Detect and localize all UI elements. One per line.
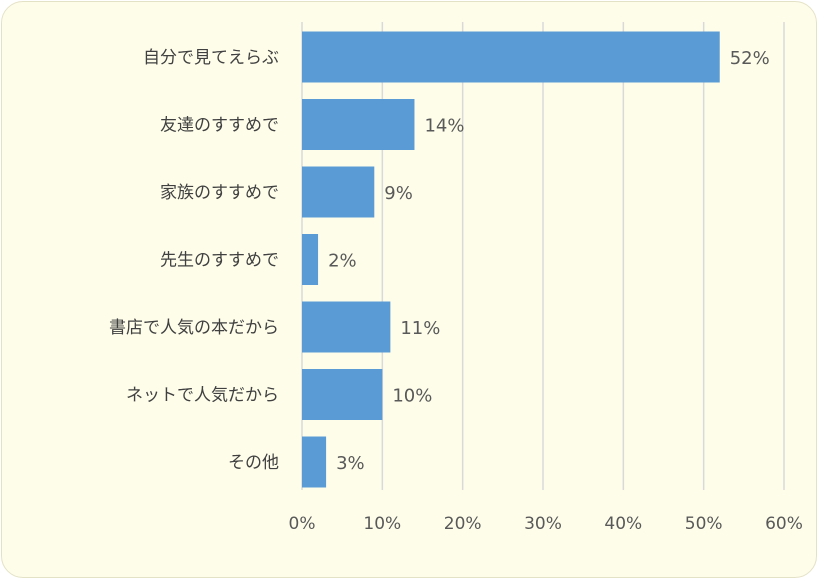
data-label: 52% [730, 48, 770, 69]
category-label: 家族のすすめで [160, 183, 279, 203]
x-tick-label: 40% [604, 514, 642, 534]
data-label: 11% [400, 318, 440, 339]
category-label: その他 [228, 453, 279, 473]
bar [302, 436, 327, 488]
x-tick-label: 30% [524, 514, 562, 534]
bar [302, 234, 319, 285]
data-label: 14% [424, 116, 464, 137]
category-label: 先生のすすめで [160, 251, 279, 271]
category-label: 自分で見てえらぶ [143, 48, 279, 68]
data-label: 2% [328, 251, 357, 272]
bar [302, 166, 375, 218]
bar [302, 301, 391, 353]
x-tick-label: 0% [289, 514, 316, 534]
bar [302, 99, 415, 150]
category-label: 書店で人気の本だから [109, 318, 279, 338]
category-label: 友達のすすめで [160, 116, 279, 136]
data-label: 10% [392, 386, 432, 407]
x-tick-label: 50% [685, 514, 723, 534]
x-tick-label: 20% [444, 514, 482, 534]
bar [302, 31, 720, 83]
bar [302, 369, 383, 420]
x-tick-label: 10% [363, 514, 401, 534]
data-label: 9% [384, 183, 413, 204]
x-tick-label: 60% [765, 514, 803, 534]
data-label: 3% [336, 453, 365, 474]
category-label: ネットで人気だから [126, 386, 279, 406]
